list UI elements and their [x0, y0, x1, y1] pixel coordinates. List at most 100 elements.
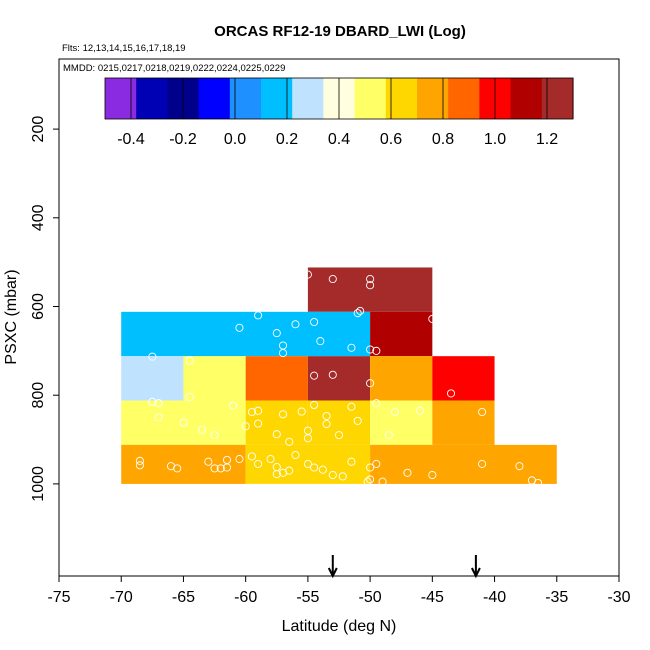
colorbar-step-17 [193, 78, 200, 119]
colorbar-step-32 [271, 78, 278, 119]
colorbar-step-82 [531, 78, 538, 119]
x-tick-label-0: -75 [47, 589, 70, 606]
data-point-60 [222, 455, 232, 465]
colorbar-step-9 [151, 78, 158, 119]
colorbar-step-42 [323, 78, 330, 119]
data-points [135, 270, 543, 488]
colorbar-step-55 [391, 78, 397, 119]
x-tick-label-6: -45 [421, 589, 444, 606]
data-point-72 [318, 465, 327, 474]
colorbar-step-86 [552, 78, 558, 119]
data-point-64 [266, 455, 275, 464]
data-point-22 [366, 379, 375, 388]
data-point-24 [148, 397, 157, 406]
heatmap-cell-4 [183, 356, 246, 401]
colorbar-step-29 [255, 78, 262, 119]
colorbar-step-83 [536, 78, 543, 119]
data-point-58 [210, 464, 219, 473]
colorbar-step-68 [458, 78, 465, 119]
colorbar-step-67 [453, 78, 460, 119]
colorbar-step-38 [302, 78, 309, 119]
colorbar-step-6 [136, 78, 142, 119]
colorbar-tick-label-7: 1.0 [484, 131, 506, 148]
colorbar-step-48 [354, 78, 361, 119]
data-point-40 [179, 418, 188, 427]
x-axis: -75 -70 -65 -60 -55 -50 -45 -40 -35 -30 [47, 576, 631, 606]
data-point-31 [297, 407, 306, 416]
data-point-15 [353, 309, 362, 318]
colorbar-step-49 [359, 78, 366, 119]
colorbar-step-45 [339, 78, 345, 119]
colorbar-step-16 [188, 78, 194, 119]
colorbar-step-1 [110, 78, 116, 119]
colorbar-step-62 [427, 78, 434, 119]
colorbar-step-57 [401, 78, 408, 119]
colorbar-step-70 [469, 78, 475, 119]
data-point-84 [515, 462, 524, 471]
colorbar-step-12 [167, 78, 174, 119]
y-axis: 200 400 600 800 1000 [30, 116, 59, 502]
colorbar-step-14 [177, 78, 184, 119]
chart-title: ORCAS RF12-19 DBARD_LWI (Log) [214, 23, 466, 40]
colorbar-step-2 [115, 78, 122, 119]
data-point-9 [272, 329, 281, 338]
heatmap-cell-9 [121, 400, 246, 445]
colorbar-step-66 [448, 78, 454, 119]
data-point-4 [428, 314, 437, 323]
colorbar-step-26 [240, 78, 246, 119]
colorbar-step-22 [219, 78, 226, 119]
colorbar-step-31 [266, 78, 272, 119]
colorbar-step-18 [198, 78, 205, 119]
colorbar-step-53 [380, 78, 387, 119]
data-point-13 [366, 345, 375, 354]
dates-subtitle: MMDD: 0215,0217,0218,0219,0222,0224,0225… [63, 63, 285, 74]
data-point-8 [310, 317, 319, 327]
data-point-73 [328, 470, 337, 480]
colorbar-step-61 [422, 78, 428, 119]
colorbar-step-0 [105, 78, 111, 119]
data-point-44 [254, 419, 263, 428]
y-tick-label-4: 1000 [30, 466, 47, 502]
data-point-29 [254, 406, 263, 415]
data-point-1 [328, 274, 337, 284]
data-point-6 [235, 323, 244, 332]
data-point-5 [254, 311, 263, 320]
colorbar-tick-label-6: 0.8 [432, 131, 454, 148]
heatmap-cell-6 [307, 356, 371, 401]
heatmap-cell-11 [307, 400, 371, 445]
colorbar-step-46 [344, 78, 350, 119]
colorbar-step-35 [287, 78, 293, 119]
data-point-34 [347, 402, 356, 411]
colorbar-step-13 [172, 78, 179, 119]
colorbar-step-87 [557, 78, 564, 119]
data-point-14 [372, 346, 381, 355]
colorbar-step-74 [489, 78, 496, 119]
x-tick-label-3: -60 [234, 589, 257, 606]
colorbar-step-7 [141, 78, 148, 119]
colorbar-step-51 [370, 78, 376, 119]
data-point-21 [328, 370, 337, 379]
colorbar-step-52 [375, 78, 382, 119]
heatmap-cell-12 [370, 400, 433, 445]
data-point-78 [366, 475, 375, 484]
colorbar-step-8 [146, 78, 153, 119]
data-point-12 [347, 343, 356, 352]
data-point-48 [322, 419, 331, 429]
data-point-25 [154, 399, 163, 408]
colorbar-step-58 [406, 78, 413, 119]
x-tick-label-7: -40 [483, 589, 506, 606]
colorbar-step-10 [157, 78, 163, 119]
colorbar-step-80 [521, 78, 527, 119]
colorbar-step-88 [562, 78, 569, 119]
data-point-28 [247, 408, 256, 417]
data-point-82 [428, 470, 437, 480]
colorbar-step-60 [417, 78, 423, 119]
colorbar-tick-label-0: -0.4 [117, 131, 145, 148]
data-point-16 [356, 306, 365, 315]
data-point-70 [303, 459, 312, 468]
colorbar-step-36 [292, 78, 298, 119]
data-point-83 [478, 459, 487, 468]
colorbar-step-63 [432, 78, 439, 119]
colorbar-step-40 [313, 78, 319, 119]
colorbar-step-47 [349, 78, 356, 119]
